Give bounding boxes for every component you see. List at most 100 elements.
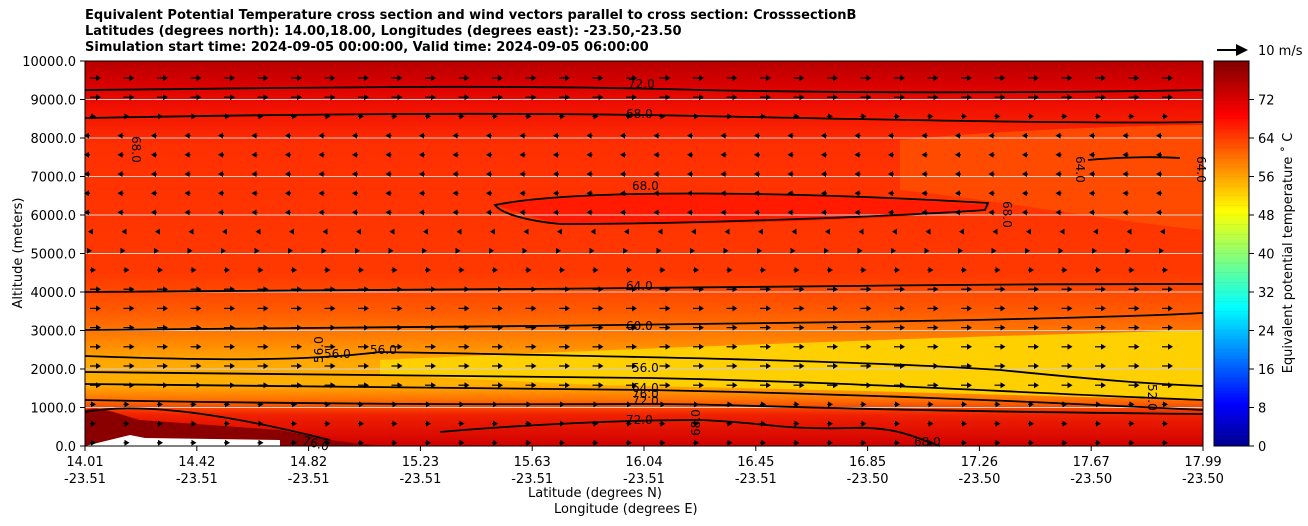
wind-vector bbox=[660, 439, 666, 446]
wind-vector bbox=[258, 439, 264, 446]
y-axis-label: Altitude (meters) bbox=[11, 198, 26, 309]
wind-vector bbox=[1159, 247, 1164, 254]
wind-vector bbox=[732, 94, 738, 101]
wind-vector bbox=[766, 382, 771, 389]
wind-vector bbox=[251, 190, 257, 197]
wind-vector bbox=[854, 171, 860, 177]
wind-vector bbox=[967, 305, 972, 312]
colorbar-tick-label: 40 bbox=[1258, 248, 1275, 263]
wind-vector bbox=[188, 228, 194, 235]
wind-vector bbox=[967, 343, 972, 350]
wind-vector bbox=[1029, 420, 1034, 427]
wind-vector bbox=[352, 132, 357, 139]
wind-vector bbox=[691, 228, 696, 235]
wind-vector bbox=[565, 363, 570, 369]
wind-vector bbox=[1055, 132, 1061, 139]
wind-vector bbox=[687, 190, 692, 197]
x-tick-label-lon: -23.51 bbox=[64, 472, 106, 487]
wind-vector bbox=[419, 171, 424, 177]
wind-vector bbox=[1092, 247, 1097, 254]
wind-vector bbox=[1067, 286, 1073, 293]
wind-vector bbox=[955, 190, 960, 197]
wind-vector bbox=[1122, 132, 1128, 139]
wind-vector bbox=[1129, 401, 1135, 408]
wind-vector bbox=[297, 305, 302, 312]
wind-vector bbox=[962, 267, 967, 273]
wind-vector bbox=[151, 132, 156, 139]
yellow-core-region bbox=[380, 330, 1203, 400]
wind-vector bbox=[888, 132, 893, 139]
wind-vector bbox=[589, 247, 595, 254]
wind-vector bbox=[1089, 171, 1094, 177]
x-tick-label-lat: 15.63 bbox=[514, 455, 551, 470]
wind-vector bbox=[292, 401, 297, 408]
wind-vector bbox=[665, 286, 671, 293]
wind-vector bbox=[352, 171, 357, 177]
wind-vector bbox=[1034, 363, 1039, 369]
y-tick-label: 4000.0 bbox=[31, 286, 77, 301]
wind-vector bbox=[292, 113, 297, 120]
wind-vector bbox=[967, 363, 972, 369]
wind-vector bbox=[230, 75, 235, 81]
wind-vector bbox=[598, 324, 604, 331]
wind-vector bbox=[1000, 343, 1006, 350]
wind-vector bbox=[598, 363, 604, 369]
wind-vector bbox=[861, 420, 867, 427]
wind-vector bbox=[1096, 420, 1101, 427]
wind-vector bbox=[553, 209, 558, 216]
wind-vector bbox=[459, 420, 465, 427]
wind-vector bbox=[632, 363, 637, 369]
wind-vector bbox=[653, 209, 659, 216]
wind-vector bbox=[632, 382, 637, 389]
wind-vector bbox=[761, 267, 766, 273]
wind-vector bbox=[452, 132, 458, 139]
wind-vectors bbox=[84, 75, 1173, 446]
wind-vector bbox=[523, 228, 529, 235]
wind-vector bbox=[560, 420, 565, 427]
wind-vector bbox=[723, 247, 729, 254]
wind-vector bbox=[794, 401, 800, 408]
wind-vector bbox=[385, 171, 391, 177]
wind-vector bbox=[225, 420, 230, 427]
wind-vector bbox=[732, 305, 738, 312]
wind-vector bbox=[1026, 228, 1031, 235]
wind-vector bbox=[665, 324, 671, 331]
wind-vector bbox=[1134, 94, 1140, 101]
x-tick-label-lon: -23.50 bbox=[1182, 472, 1224, 487]
wind-vector bbox=[833, 305, 838, 312]
wind-vector bbox=[1062, 420, 1068, 427]
wind-vector bbox=[895, 420, 900, 427]
wind-vector bbox=[359, 267, 364, 273]
contour-label: 68.0 bbox=[626, 107, 653, 121]
wind-vector bbox=[325, 267, 331, 273]
wind-vector bbox=[1034, 286, 1039, 293]
wind-vector bbox=[787, 151, 793, 158]
wind-vector bbox=[96, 305, 101, 312]
wind-vector bbox=[1089, 190, 1094, 197]
wind-vector bbox=[230, 343, 235, 350]
wind-vector bbox=[732, 75, 738, 81]
wind-vector bbox=[1058, 247, 1064, 254]
wind-vector bbox=[1163, 420, 1168, 427]
wind-vector bbox=[821, 190, 826, 197]
wind-vector bbox=[799, 94, 805, 101]
wind-vector bbox=[787, 190, 793, 197]
wind-vector bbox=[191, 267, 197, 273]
wind-vector bbox=[967, 286, 972, 293]
x-tick-label-lon: -23.51 bbox=[288, 472, 330, 487]
wind-vector bbox=[498, 363, 503, 369]
x-axis: 14.01 -23.51 14.42 -23.51 14.82 -23.51 15.23 -2… bbox=[64, 446, 1224, 487]
wind-vector bbox=[757, 247, 762, 254]
wind-vector bbox=[419, 209, 424, 216]
contour-line-64-low bbox=[84, 383, 1204, 411]
wind-vector bbox=[1168, 305, 1173, 312]
wind-vector bbox=[397, 382, 403, 389]
wind-vector bbox=[325, 401, 331, 408]
wind-vector bbox=[1129, 420, 1135, 427]
wind-vector bbox=[891, 247, 896, 254]
wind-vector bbox=[1034, 305, 1039, 312]
wind-vector bbox=[895, 401, 900, 408]
wind-vector bbox=[359, 401, 364, 408]
wind-vector bbox=[1025, 247, 1030, 254]
wind-vector bbox=[699, 305, 704, 312]
